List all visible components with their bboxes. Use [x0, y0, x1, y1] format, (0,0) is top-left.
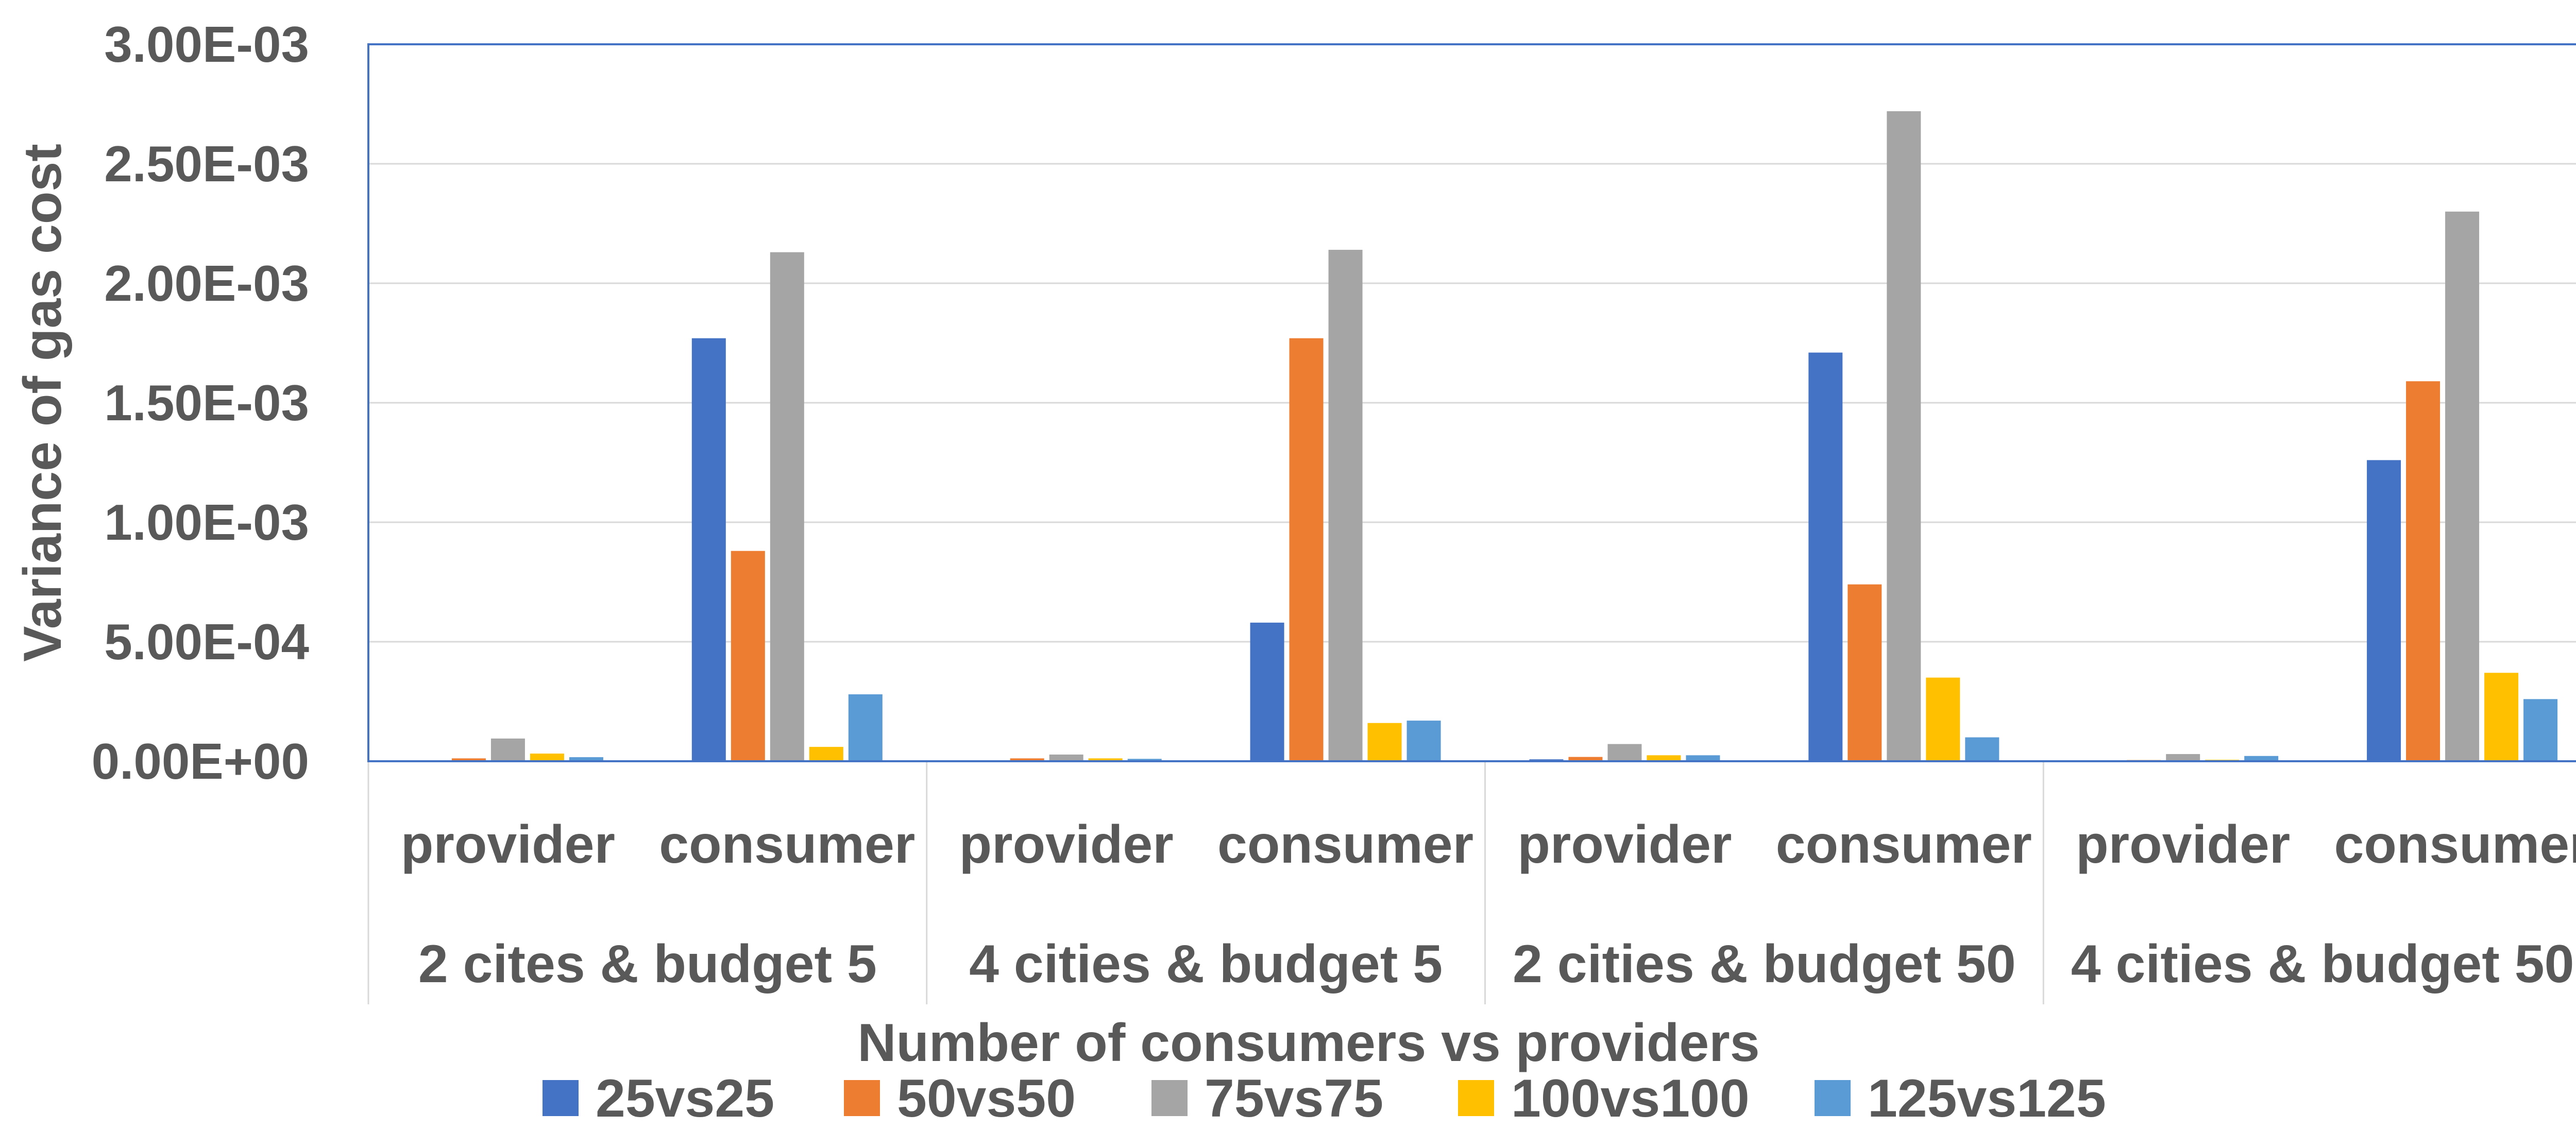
x-group-labels: 2 cites & budget 5 4 cities & budget 5 2 c…: [418, 934, 2574, 994]
legend-label: 25vs25: [596, 1069, 774, 1128]
bar-50vs50: [1848, 584, 1882, 761]
legend-label: 50vs50: [897, 1069, 1076, 1128]
bar-50vs50: [1010, 758, 1044, 761]
x-category-label: provider: [401, 815, 615, 875]
x-category-label: provider: [1517, 815, 1732, 875]
bar-100vs100: [2484, 673, 2519, 761]
bar-100vs100: [1367, 723, 1402, 761]
bar-125vs125: [569, 757, 603, 761]
plot-frame: [367, 43, 2576, 762]
x-group-label: 4 cities & budget 5: [969, 934, 1443, 994]
bar-25vs25: [2367, 460, 2401, 761]
y-axis-title: Variance of gas cost: [13, 144, 73, 662]
legend-swatch: [1151, 1080, 1188, 1116]
x-category-label: consumer: [1217, 815, 1473, 875]
x-group-label: 2 cites & budget 5: [418, 934, 877, 994]
legend-label: 75vs75: [1205, 1069, 1383, 1128]
y-tick-label: 2.50E-03: [104, 135, 309, 192]
bar-50vs50: [731, 551, 765, 761]
y-tick-label: 5.00E-04: [104, 613, 309, 670]
x-group-label: 4 cities & budget 50: [2071, 934, 2574, 994]
bar-75vs75: [1049, 755, 1083, 761]
legend-swatch: [1815, 1080, 1851, 1116]
bar-50vs50: [1289, 338, 1324, 761]
bar-25vs25: [1808, 352, 1843, 761]
bar-75vs75: [1607, 744, 1642, 761]
bar-125vs125: [1406, 721, 1441, 761]
bar-75vs75: [1887, 111, 1921, 761]
legend: 25vs25 50vs50 75vs75 100vs100 125vs125: [543, 1069, 2106, 1128]
legend-swatch: [1458, 1080, 1494, 1116]
bar-125vs125: [1686, 755, 1720, 761]
legend-swatch: [844, 1080, 880, 1116]
bar-50vs50: [451, 758, 486, 761]
y-tick-label: 3.00E-03: [104, 16, 309, 73]
bar-100vs100: [1926, 677, 1960, 761]
bar-75vs75: [770, 252, 804, 761]
legend-label: 100vs100: [1511, 1069, 1750, 1128]
bar-100vs100: [1647, 755, 1681, 761]
bar-125vs125: [2523, 699, 2558, 761]
legend-label: 125vs125: [1868, 1069, 2106, 1128]
bar-75vs75: [2445, 211, 2480, 761]
bar-100vs100: [809, 747, 843, 761]
bar-125vs125: [1127, 759, 1162, 761]
bar-75vs75: [1328, 250, 1363, 761]
y-tick-labels: 0.00E+00 5.00E-04 1.00E-03 1.50E-03 2.00E-03…: [92, 16, 309, 790]
bar-75vs75: [490, 738, 525, 761]
bar-50vs50: [1568, 757, 1603, 761]
y-tick-label: 2.00E-03: [104, 255, 309, 312]
legend-swatch: [543, 1080, 579, 1116]
bar-125vs125: [1965, 737, 1999, 761]
x-category-label: provider: [2076, 815, 2290, 875]
bar-125vs125: [2244, 756, 2279, 761]
bars: [412, 111, 2558, 761]
bar-75vs75: [2166, 754, 2200, 761]
x-group-label: 2 cities & budget 50: [1513, 934, 2016, 994]
x-axis-title: Number of consumers vs providers: [857, 1013, 1759, 1073]
x-category-label: consumer: [659, 815, 915, 875]
bar-25vs25: [1250, 622, 1284, 761]
bar-50vs50: [2406, 381, 2441, 761]
bar-100vs100: [1088, 758, 1123, 761]
category-separators: [367, 761, 2044, 1004]
bar-125vs125: [848, 694, 883, 761]
x-category-label: consumer: [1776, 815, 2032, 875]
x-category-label: consumer: [2334, 815, 2576, 875]
bar-100vs100: [530, 754, 564, 761]
y-tick-label: 1.50E-03: [104, 374, 309, 431]
y-tick-label: 1.00E-03: [104, 494, 309, 551]
bar-25vs25: [691, 338, 726, 761]
y-tick-label: 0.00E+00: [92, 733, 309, 790]
x-category-labels: provider consumer provider consumer provider…: [401, 815, 2576, 875]
x-category-label: provider: [959, 815, 1174, 875]
